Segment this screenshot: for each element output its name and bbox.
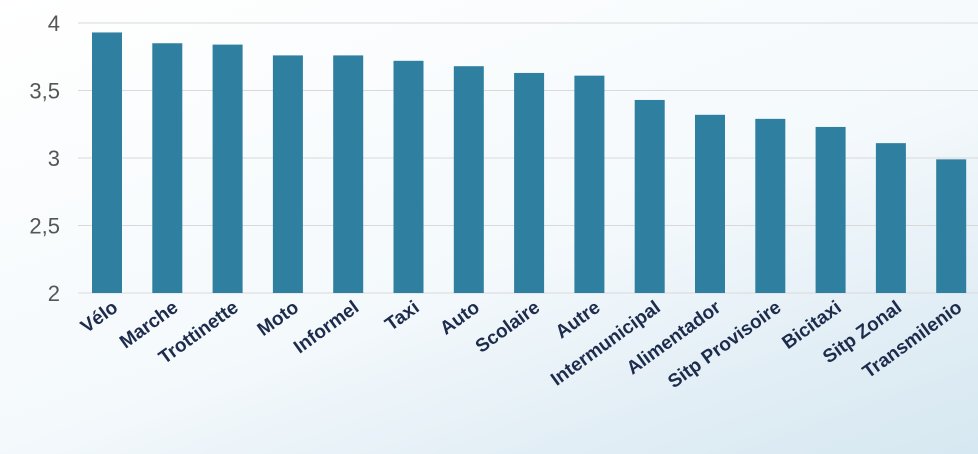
- bar: [272, 55, 303, 294]
- y-tick-label: 3: [48, 146, 60, 171]
- bar: [755, 118, 786, 293]
- bar: [695, 114, 725, 293]
- bar: [815, 126, 846, 293]
- x-tick-label: Taxi: [381, 297, 423, 336]
- x-tick-label: Auto: [436, 297, 483, 339]
- bars: [92, 32, 967, 294]
- bar: [152, 43, 183, 293]
- x-tick-label: Scolaire: [472, 297, 544, 357]
- y-axis-tick-labels: 2 2,5 3 3,5 4: [29, 11, 60, 306]
- y-tick-label: 4: [48, 11, 60, 36]
- bar: [574, 75, 605, 294]
- x-tick-label: Vélo: [77, 297, 122, 338]
- x-tick-label: Sitp Provisoire: [664, 297, 785, 393]
- y-tick-label: 2: [48, 281, 60, 306]
- bar: [514, 72, 545, 293]
- bar: [936, 159, 967, 293]
- y-tick-label: 3,5: [29, 79, 60, 104]
- bar: [212, 44, 243, 293]
- bar: [393, 60, 424, 293]
- x-tick-label: Autre: [552, 297, 604, 343]
- y-tick-label: 2,5: [29, 214, 60, 239]
- bar: [92, 32, 122, 293]
- bar: [634, 99, 665, 293]
- bar: [333, 55, 364, 294]
- x-tick-label: Informel: [290, 297, 363, 358]
- bar: [875, 143, 906, 293]
- bar: [453, 66, 484, 293]
- x-tick-label: Moto: [254, 297, 303, 341]
